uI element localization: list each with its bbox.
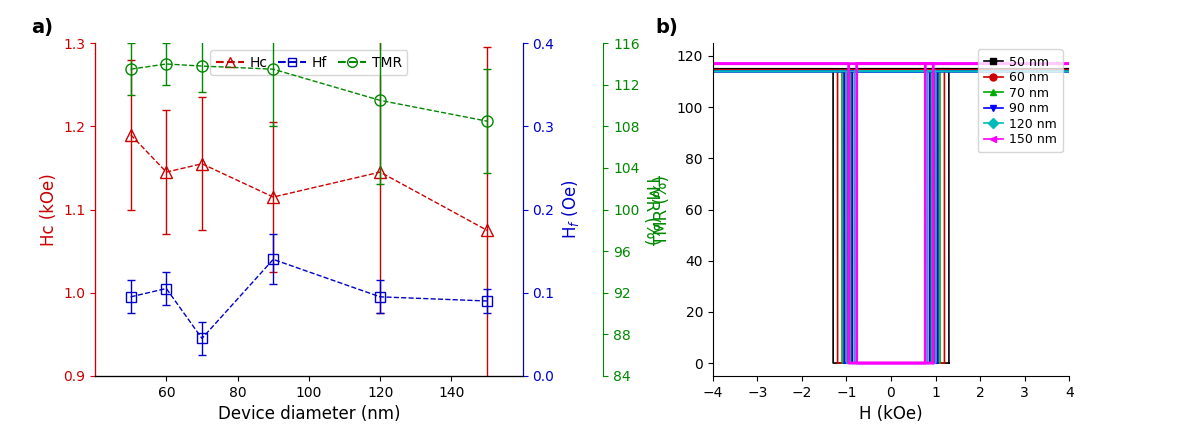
Y-axis label: Hc (kOe): Hc (kOe) [39,173,58,246]
Y-axis label: TMR (%): TMR (%) [653,175,671,245]
Legend: 50 nm, 60 nm, 70 nm, 90 nm, 120 nm, 150 nm: 50 nm, 60 nm, 70 nm, 90 nm, 120 nm, 150 … [978,49,1063,152]
Text: b): b) [656,18,678,37]
X-axis label: Device diameter (nm): Device diameter (nm) [217,405,400,423]
X-axis label: H (kOe): H (kOe) [859,405,923,423]
Text: a): a) [31,18,53,37]
Legend: Hc, Hf, TMR: Hc, Hf, TMR [210,50,407,75]
Y-axis label: H$_f$ (Oe): H$_f$ (Oe) [560,180,581,239]
Y-axis label: TMR (%): TMR (%) [643,175,661,245]
